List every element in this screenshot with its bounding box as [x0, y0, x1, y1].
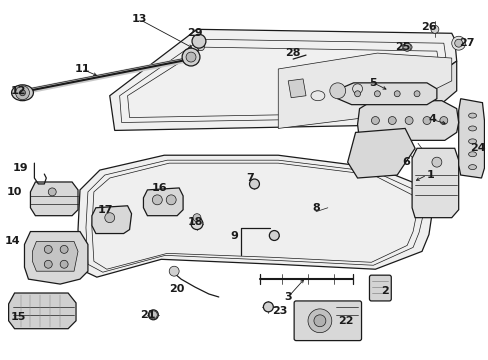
Polygon shape [287, 79, 305, 98]
Ellipse shape [413, 91, 419, 97]
Ellipse shape [148, 310, 158, 320]
Ellipse shape [16, 86, 29, 100]
Ellipse shape [269, 230, 279, 240]
Text: 26: 26 [420, 22, 436, 32]
Polygon shape [9, 293, 76, 329]
Text: 21: 21 [140, 310, 155, 320]
Ellipse shape [191, 218, 203, 230]
Ellipse shape [374, 91, 380, 97]
Text: 3: 3 [284, 292, 291, 302]
Text: 7: 7 [246, 173, 254, 183]
Text: 27: 27 [458, 38, 473, 48]
Polygon shape [30, 182, 78, 216]
FancyBboxPatch shape [369, 275, 390, 301]
Ellipse shape [431, 157, 441, 167]
Polygon shape [411, 148, 458, 218]
Ellipse shape [20, 90, 25, 96]
Polygon shape [278, 53, 451, 129]
Ellipse shape [197, 44, 204, 51]
Ellipse shape [249, 179, 259, 189]
Ellipse shape [387, 117, 395, 125]
Text: 15: 15 [11, 312, 26, 322]
Polygon shape [337, 83, 436, 105]
Ellipse shape [468, 126, 476, 131]
Text: 13: 13 [132, 14, 147, 24]
Text: 1: 1 [426, 170, 434, 180]
Ellipse shape [402, 43, 410, 51]
Ellipse shape [468, 139, 476, 144]
Text: 4: 4 [428, 113, 436, 123]
Text: 12: 12 [11, 86, 26, 96]
Ellipse shape [263, 302, 273, 312]
Text: 24: 24 [469, 143, 485, 153]
Ellipse shape [422, 117, 430, 125]
Polygon shape [143, 188, 183, 216]
Polygon shape [357, 101, 458, 140]
Ellipse shape [313, 315, 325, 327]
Ellipse shape [193, 214, 201, 222]
Ellipse shape [430, 25, 438, 33]
Polygon shape [24, 231, 88, 284]
Polygon shape [78, 155, 431, 277]
Ellipse shape [60, 246, 68, 253]
Ellipse shape [186, 52, 196, 62]
Ellipse shape [152, 195, 162, 205]
Text: 28: 28 [285, 48, 300, 58]
Text: 23: 23 [272, 306, 287, 316]
Polygon shape [458, 99, 484, 178]
Ellipse shape [354, 91, 360, 97]
Ellipse shape [169, 266, 179, 276]
Text: 9: 9 [230, 230, 238, 240]
Ellipse shape [44, 260, 52, 268]
Ellipse shape [12, 85, 33, 101]
Text: 19: 19 [13, 163, 28, 173]
Text: 11: 11 [74, 64, 90, 74]
Ellipse shape [451, 36, 465, 50]
Text: 29: 29 [187, 28, 203, 38]
Ellipse shape [60, 260, 68, 268]
Text: 16: 16 [151, 183, 167, 193]
Ellipse shape [468, 113, 476, 118]
Ellipse shape [439, 117, 447, 125]
Text: 25: 25 [395, 42, 410, 52]
Ellipse shape [166, 195, 176, 205]
Ellipse shape [468, 152, 476, 157]
Ellipse shape [468, 165, 476, 170]
Ellipse shape [401, 43, 411, 51]
Text: 8: 8 [311, 203, 319, 213]
Ellipse shape [104, 213, 115, 222]
Polygon shape [109, 29, 456, 130]
Ellipse shape [192, 34, 205, 48]
Ellipse shape [44, 246, 52, 253]
Ellipse shape [405, 117, 412, 125]
Polygon shape [32, 242, 78, 271]
Ellipse shape [48, 188, 56, 196]
FancyBboxPatch shape [293, 301, 361, 341]
Text: 2: 2 [381, 286, 388, 296]
Text: 14: 14 [5, 237, 20, 247]
Polygon shape [367, 61, 456, 158]
Text: 5: 5 [369, 78, 376, 88]
Ellipse shape [329, 83, 345, 99]
Ellipse shape [307, 309, 331, 333]
Ellipse shape [371, 117, 379, 125]
Polygon shape [92, 206, 131, 234]
Text: 22: 22 [337, 316, 352, 326]
Polygon shape [347, 129, 414, 178]
Ellipse shape [454, 39, 462, 47]
Text: 6: 6 [401, 157, 409, 167]
Text: 17: 17 [98, 205, 113, 215]
Text: 18: 18 [187, 217, 203, 227]
Ellipse shape [393, 91, 399, 97]
Text: 10: 10 [7, 187, 22, 197]
Ellipse shape [149, 311, 157, 319]
Ellipse shape [182, 48, 200, 66]
Text: 20: 20 [169, 284, 184, 294]
